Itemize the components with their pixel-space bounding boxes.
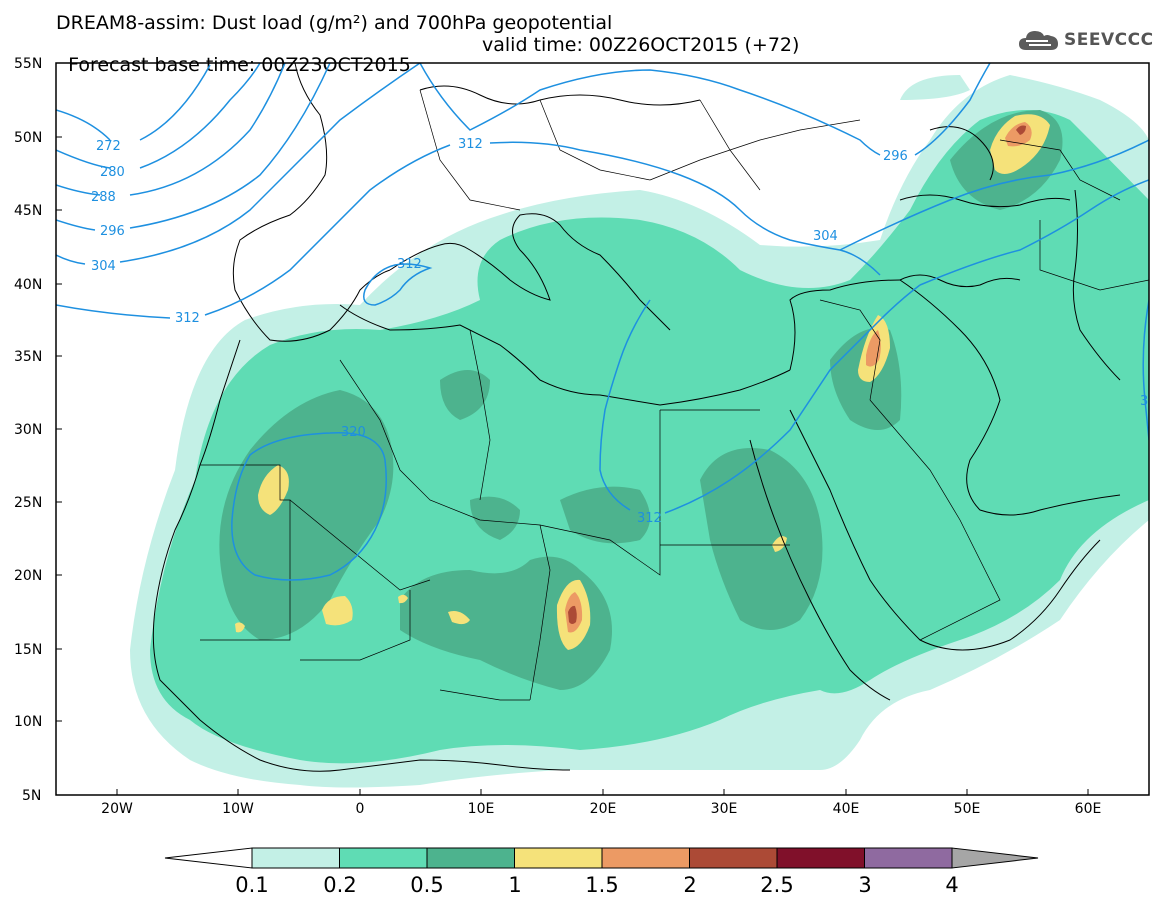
dust-fields — [130, 75, 1149, 788]
colorbar-label: 2.5 — [760, 873, 794, 897]
geopotential-contours — [56, 63, 1149, 581]
colorbar-label: 3 — [858, 873, 872, 897]
colorbar-label: 2 — [683, 873, 697, 897]
lon-label: 50E — [954, 801, 981, 817]
lat-label: 20N — [14, 568, 42, 584]
colorbar-cell — [339, 847, 428, 869]
lat-label: 55N — [14, 56, 42, 72]
contour-label: 280 — [100, 165, 125, 180]
seevccc-logo: SEEVCCC — [1018, 26, 1154, 54]
colorbar — [164, 847, 1039, 869]
lon-label: 20W — [101, 801, 133, 817]
contour-label: 320 — [341, 425, 366, 440]
lat-label: 30N — [14, 422, 42, 438]
lon-label: 0 — [356, 801, 365, 817]
contour-label: 296 — [883, 149, 908, 164]
cloud-icon — [1019, 31, 1058, 50]
latitude-labels: 55N 50N 45N 40N 35N 30N 25N 20N 15N 10N … — [14, 56, 42, 804]
lat-label: 40N — [14, 277, 42, 293]
colorbar-label: 0.5 — [410, 873, 444, 897]
colorbar-cell — [864, 847, 953, 869]
valid-time: valid time: 00Z26OCT2015 (+72) — [482, 34, 800, 56]
contour-label: 3 — [1140, 394, 1148, 409]
colorbar-label: 0.1 — [235, 873, 269, 897]
lon-label: 10E — [468, 801, 495, 817]
map-title: DREAM8-assim: Dust load (g/m²) and 700hP… — [56, 12, 613, 34]
contour-label: 304 — [91, 259, 116, 274]
longitude-labels: 20W 10W 0 10E 20E 30E 40E 50E 60E — [101, 801, 1101, 817]
axis-ticks — [56, 136, 1089, 795]
colorbar-cell — [426, 847, 515, 869]
contour-label: 296 — [100, 224, 125, 239]
lon-label: 10W — [222, 801, 254, 817]
contour-label: 312 — [637, 511, 662, 526]
contour-label: 312 — [175, 311, 200, 326]
colorbar-low-arrow — [164, 847, 253, 869]
contour-label: 304 — [813, 229, 838, 244]
lat-label: 15N — [14, 642, 42, 658]
colorbar-cell — [514, 847, 603, 869]
colorbar-label: 1 — [508, 873, 522, 897]
lon-label: 60E — [1075, 801, 1102, 817]
lat-label: 45N — [14, 203, 42, 219]
colorbar-label: 4 — [945, 873, 959, 897]
colorbar-label: 1.5 — [585, 873, 619, 897]
contour-label: 312 — [397, 257, 422, 272]
contour-label: 288 — [91, 190, 116, 205]
lon-label: 20E — [590, 801, 617, 817]
contour-label: 272 — [96, 139, 121, 154]
lat-label: 35N — [14, 349, 42, 365]
colorbar-label: 0.2 — [323, 873, 357, 897]
contour-label: 312 — [458, 137, 483, 152]
lat-label: 25N — [14, 495, 42, 511]
lon-label: 30E — [711, 801, 738, 817]
political-borders — [200, 89, 1149, 701]
lat-label: 5N — [22, 788, 41, 804]
colorbar-cell — [689, 847, 778, 869]
dust-2-region — [568, 125, 1026, 624]
lat-label: 10N — [14, 714, 42, 730]
colorbar-cell — [776, 847, 865, 869]
lon-label: 40E — [833, 801, 860, 817]
contour-labels: 272 280 288 296 304 312 312 320 312 296 … — [91, 137, 1148, 526]
colorbar-cell — [251, 847, 340, 869]
logo-text: SEEVCCC — [1064, 30, 1154, 50]
lat-label: 50N — [14, 130, 42, 146]
colorbar-high-arrow — [951, 847, 1039, 869]
base-time: Forecast base time: 00Z23OCT2015 — [68, 54, 411, 76]
colorbar-cell — [601, 847, 690, 869]
forecast-times: Forecast base time: 00Z23OCT2015 valid t… — [56, 35, 799, 95]
